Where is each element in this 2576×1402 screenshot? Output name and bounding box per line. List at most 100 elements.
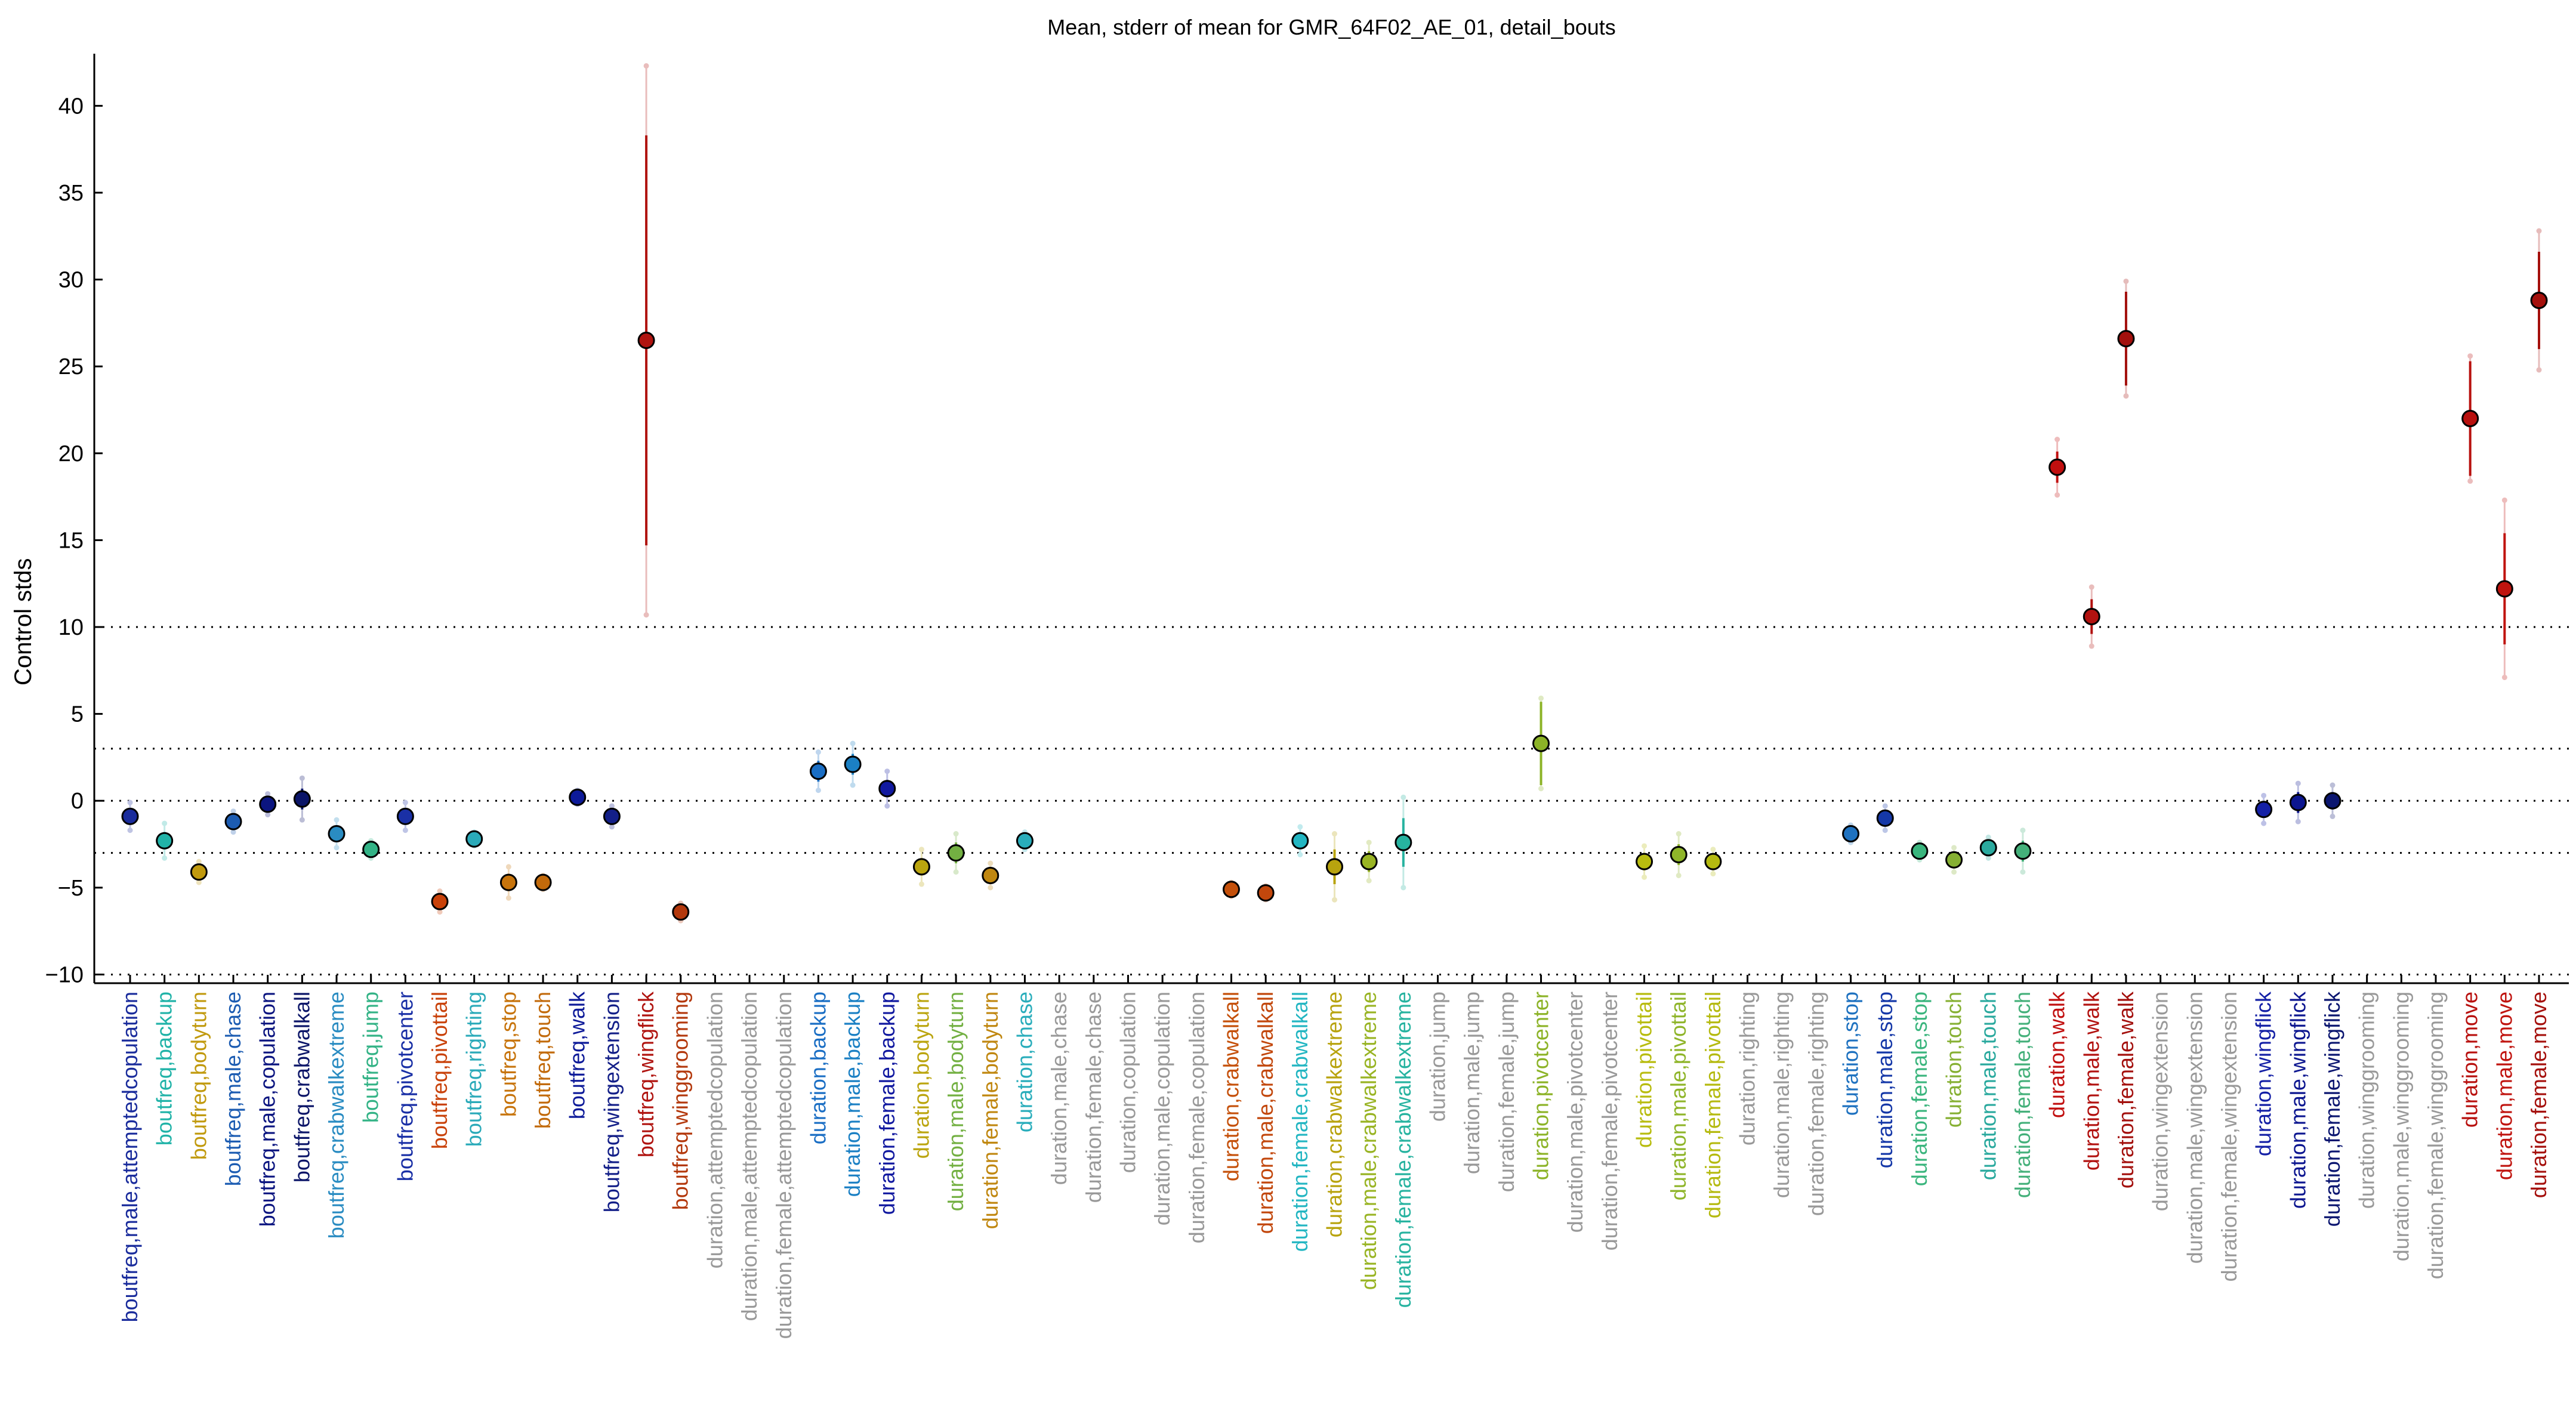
x-tick-label: duration,male,move [2492,992,2516,1180]
ci-cap-bottom [1538,786,1544,792]
x-tick-label: duration,female,backup [875,992,899,1215]
x-tick-label: boutfreq,touch [530,992,555,1129]
ci-cap-top [884,768,890,774]
data-point [603,807,621,825]
ci-cap-top [1297,824,1303,830]
ci-cap-bottom [127,827,133,833]
data-point [637,332,655,350]
x-tick-label: duration,wingextension [2148,992,2173,1211]
x-tick-label: duration,copulation [1115,992,1140,1173]
ci-cap-top [2088,584,2094,590]
data-point [534,873,552,891]
data-point [2289,793,2307,811]
x-tick-label: duration,female,copulation [1184,992,1209,1243]
ci-cap-top [1642,843,1648,849]
data-point [2495,580,2513,598]
data-point [156,832,174,850]
data-point [190,863,208,881]
data-point [1326,858,1343,876]
x-tick-label: duration,crabwalkall [1218,992,1243,1181]
ci-cap-top [2261,792,2267,798]
x-tick-label: duration,wingflick [2251,991,2276,1156]
ci-cap-bottom [1297,852,1303,858]
ci-cap-bottom [1951,869,1957,875]
ci-cap-top [230,808,236,814]
ci-cap-bottom [643,612,649,618]
x-tick-label: boutfreq,jump [359,992,383,1123]
x-tick-label: duration,female,bodyturn [978,992,1002,1229]
x-tick-label: duration,male,pivottail [1666,992,1690,1200]
ci-cap-bottom [609,824,615,830]
ci-cap-bottom [850,782,856,788]
data-point [2083,608,2100,626]
x-tick-label: duration,bodyturn [909,992,933,1159]
ci-cap-top [2123,278,2129,284]
ci-cap-bottom [918,881,924,887]
data-point [569,788,587,806]
x-tick-label: duration,move [2458,992,2482,1128]
ci-cap-bottom [402,827,408,833]
x-tick-label: boutfreq,stop [496,992,520,1117]
ci-cap-top [815,749,821,755]
ci-cap-top [505,864,511,870]
data-point [396,807,414,825]
ci-cap-bottom [2261,820,2267,826]
x-tick-labels: boutfreq,male,attemptedcopulation boutfre… [118,991,2551,1339]
data-point [1291,832,1309,850]
ci-cap-bottom [437,909,443,915]
x-tick-label: duration,touch [1942,992,1966,1128]
data-point [293,790,311,808]
x-tick-label: duration,chase [1012,992,1036,1132]
data-point [1360,853,1378,870]
x-tick-label: boutfreq,male,copulation [255,992,280,1227]
ci-cap-top [299,775,305,781]
ci-cap-bottom [196,879,202,885]
ci-cap-bottom [1366,878,1372,884]
ci-cap-top [643,63,649,69]
ci-cap-bottom [2088,643,2094,649]
x-tick-label: duration,jump [1426,992,1450,1122]
x-tick-label: duration,male,bodyturn [943,992,968,1211]
ci-cap-top [850,740,856,746]
y-ticks: −10 −5 0 5 10 15 20 25 30 35 40 [45,94,103,987]
data-point [1016,832,1034,850]
ci-cap-bottom [505,895,511,901]
x-tick-label: duration,crabwalkextreme [1322,992,1347,1237]
data-point [1979,839,1997,857]
x-tick-label: duration,backup [806,992,830,1144]
data-point [672,903,690,921]
x-tick-label: duration,male,crabwalkextreme [1356,992,1381,1290]
x-tick-label: boutfreq,male,chase [221,992,245,1186]
ci-cap-top [1676,831,1682,837]
ci-cap-bottom [1400,885,1406,891]
x-tick-label: duration,attemptedcopulation [702,992,727,1268]
data-point [2117,330,2135,348]
data-point [2049,458,2066,476]
data-point [1842,825,1860,843]
data-point [844,755,862,773]
data-point [1532,734,1550,752]
x-tick-label: boutfreq,male,attemptedcopulation [118,992,142,1322]
ci-cap-bottom [2123,393,2129,399]
x-tick-label: duration,male,backup [840,992,865,1197]
ci-cap-top [162,820,168,826]
x-tick-label: duration,male,attemptedcopulation [737,992,761,1321]
ci-cap-bottom [162,855,168,861]
data-point [362,841,380,859]
x-tick-label: duration,male,jump [1460,992,1484,1174]
ci-cap-bottom [334,845,340,851]
data-point [2530,292,2548,310]
ci-cap-bottom [1332,897,1337,903]
x-tick-label: boutfreq,pivotcenter [393,992,417,1181]
x-tick-label: duration,pivottail [1632,992,1656,1148]
data-point [809,762,827,780]
x-tick-label: duration,female,jump [1494,992,1519,1192]
ci-cap-top [1400,794,1406,800]
data-point [1670,846,1687,864]
data-point [1395,833,1412,851]
x-tick-label: duration,righting [1735,992,1760,1145]
y-tick-label: 20 [58,441,84,467]
ci-cap-top [988,860,994,866]
ci-cap-top [918,847,924,853]
data-point [499,873,517,891]
